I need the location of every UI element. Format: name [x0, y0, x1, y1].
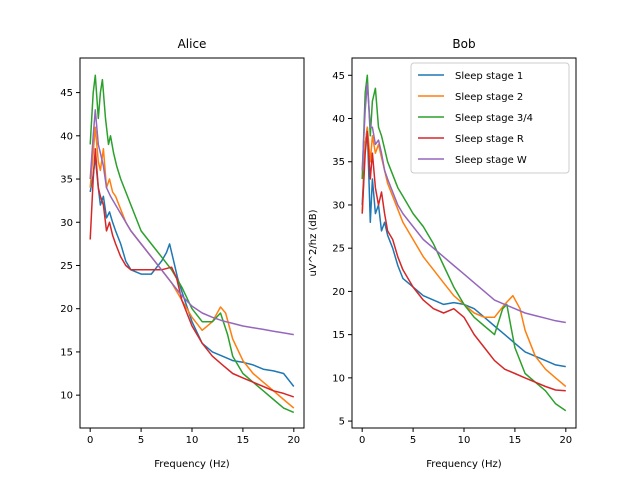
bob-ticks: 0 5 10 15 20 5 10 15 20 25 30 35 40 45	[332, 71, 572, 446]
alice-lines	[89, 74, 295, 414]
bob-legend-label-1: Sleep stage 1	[455, 71, 523, 82]
alice-y-tick-label: 45	[60, 88, 73, 99]
bob-x-tick-label: 15	[509, 435, 522, 446]
bob-y-tick-label: 15	[332, 330, 345, 341]
bob-y-tick-label: 35	[332, 157, 345, 168]
bob-y-tick-label: 5	[339, 417, 345, 428]
alice-y-tick-label: 20	[60, 304, 73, 315]
alice-y-tick-label: 25	[60, 261, 73, 272]
alice-panel: Alice 0 5 10 15 20 10 15 20 25 30 35 40 45 Frequency…	[60, 37, 305, 470]
alice-x-tick-label: 20	[287, 435, 300, 446]
alice-y-tick-label: 10	[60, 391, 73, 402]
bob-y-tick-label: 20	[332, 287, 345, 298]
bob-x-tick-label: 20	[559, 435, 572, 446]
bob-series-line-4	[361, 130, 566, 392]
bob-x-tick-label: 10	[458, 435, 471, 446]
bob-x-tick-label: 5	[410, 435, 416, 446]
bob-y-tick-label: 25	[332, 244, 345, 255]
alice-series-line-4	[89, 148, 295, 398]
bob-x-tick-label: 0	[359, 435, 365, 446]
bob-x-axis-label: Frequency (Hz)	[426, 459, 502, 470]
bob-legend-label-5: Sleep stage W	[455, 155, 527, 166]
alice-y-tick-label: 35	[60, 175, 73, 186]
bob-y-tick-label: 30	[332, 200, 345, 211]
bob-legend-box	[410, 62, 570, 174]
alice-plot-frame	[79, 57, 305, 429]
alice-series-line-1	[89, 156, 295, 387]
alice-x-axis-label: Frequency (Hz)	[154, 459, 230, 470]
bob-legend-label-2: Sleep stage 2	[455, 92, 523, 103]
bob-series-line-2	[361, 126, 567, 388]
bob-y-tick-label: 45	[332, 71, 345, 82]
bob-lines	[361, 74, 567, 412]
alice-series-line-3	[89, 74, 295, 414]
alice-x-tick-label: 10	[186, 435, 199, 446]
alice-ticks: 0 5 10 15 20 10 15 20 25 30 35 40 45	[60, 88, 300, 446]
alice-y-tick-label: 30	[60, 218, 73, 229]
alice-x-tick-label: 0	[87, 435, 93, 446]
bob-series-line-3	[361, 74, 567, 412]
bob-series-line-5	[361, 83, 566, 324]
alice-x-tick-label: 15	[237, 435, 250, 446]
alice-title: Alice	[178, 37, 207, 51]
bob-legend-label-3: Sleep stage 3/4	[455, 113, 533, 124]
bob-y-tick-label: 40	[332, 114, 345, 125]
bob-y-axis-label: uV^2/hz (dB)	[308, 209, 319, 276]
bob-y-tick-label: 10	[332, 373, 345, 384]
bob-legend: Sleep stage 1 Sleep stage 2 Sleep stage 3/…	[410, 62, 570, 174]
bob-plot-frame	[351, 57, 577, 429]
alice-series-line-5	[89, 109, 294, 336]
alice-y-tick-label: 15	[60, 347, 73, 358]
bob-panel: Bob 0 5 10 15 20 5 10 15 20 25 30 35 40 45 Frequency …	[308, 37, 577, 470]
alice-y-tick-label: 40	[60, 131, 73, 142]
bob-legend-label-4: Sleep stage R	[455, 134, 524, 145]
bob-title: Bob	[452, 37, 475, 51]
alice-x-tick-label: 5	[138, 435, 144, 446]
bob-series-line-1	[361, 126, 566, 368]
